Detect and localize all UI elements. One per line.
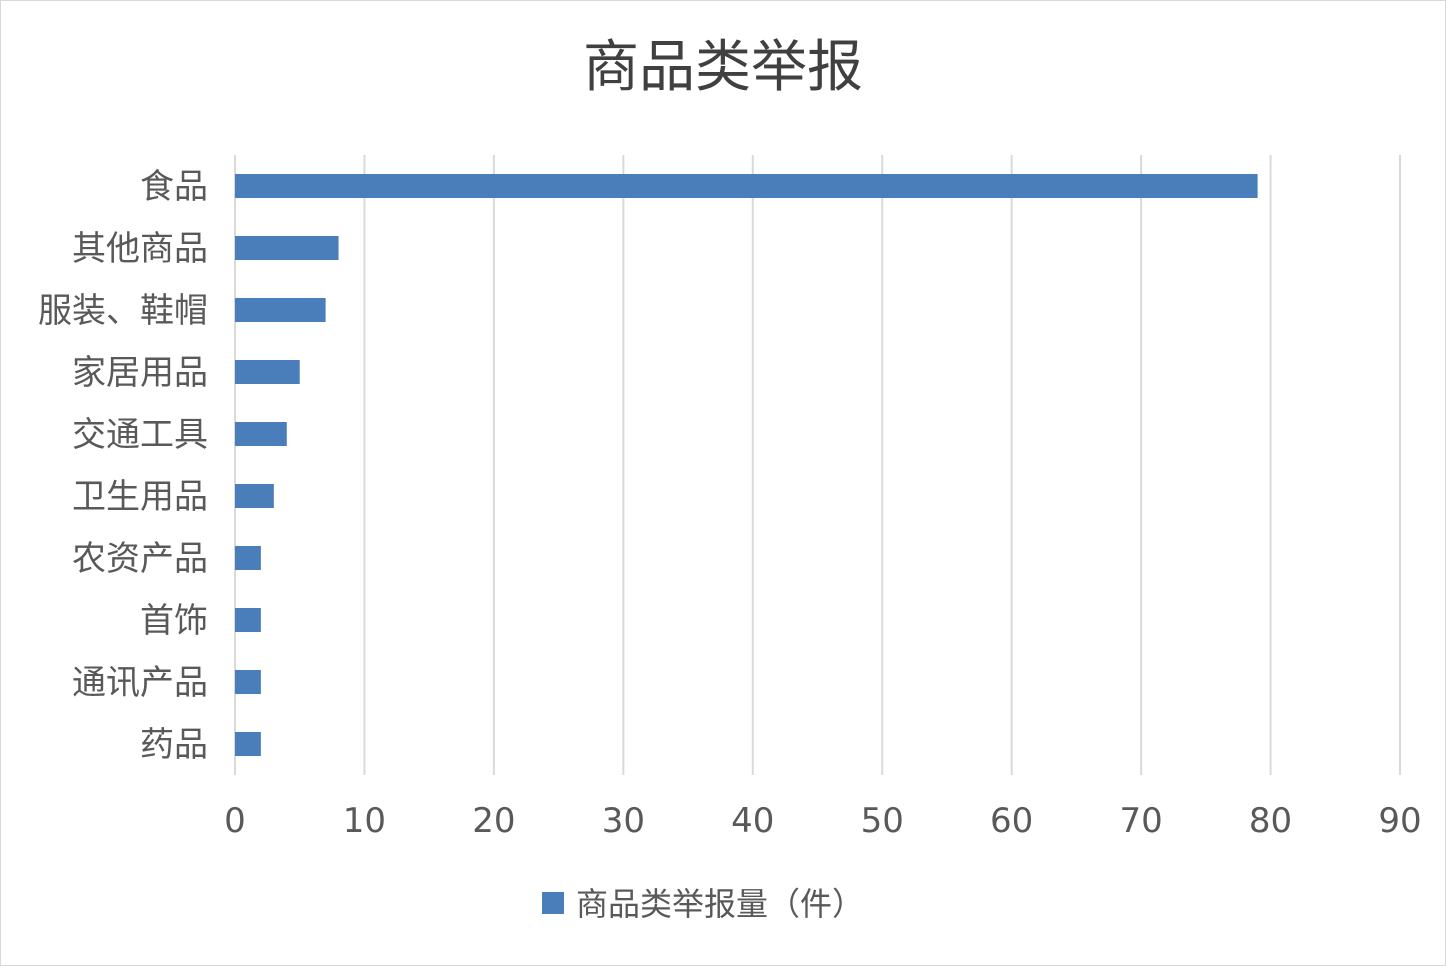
bar: [235, 422, 287, 446]
legend-label: 商品类举报量（件）: [576, 885, 864, 923]
bar: [235, 484, 274, 508]
legend: 商品类举报量（件）: [542, 885, 864, 923]
bar: [235, 298, 326, 322]
bar: [235, 236, 339, 260]
category-label: 卫生用品: [72, 477, 208, 517]
bar: [235, 670, 261, 694]
bar: [235, 732, 261, 756]
x-tick-label: 40: [731, 801, 774, 841]
category-label: 交通工具: [72, 415, 208, 455]
category-label: 首饰: [140, 601, 208, 641]
bar: [235, 608, 261, 632]
category-label: 农资产品: [72, 539, 208, 579]
legend-swatch: [542, 892, 564, 914]
x-tick-label: 90: [1378, 801, 1421, 841]
x-tick-label: 0: [224, 801, 246, 841]
x-tick-label: 50: [861, 801, 904, 841]
x-tick-label: 60: [990, 801, 1033, 841]
chart-title: 商品类举报: [583, 35, 863, 100]
category-label: 药品: [140, 725, 208, 765]
bars: [235, 174, 1258, 756]
category-label: 家居用品: [72, 353, 208, 393]
category-label: 食品: [140, 167, 208, 207]
x-tick-label: 20: [472, 801, 515, 841]
x-tick-label: 70: [1119, 801, 1162, 841]
category-label: 服装、鞋帽: [38, 291, 208, 331]
x-tick-label: 10: [343, 801, 386, 841]
category-label: 通讯产品: [72, 663, 208, 703]
bar: [235, 360, 300, 384]
x-tick-label: 80: [1249, 801, 1292, 841]
category-label: 其他商品: [72, 229, 208, 269]
bar: [235, 546, 261, 570]
x-tick-label: 30: [602, 801, 645, 841]
x-tick-labels: 0 10 20 30 40 50 60 70 80 90: [224, 801, 1421, 841]
gridlines: [234, 155, 1401, 775]
bar: [235, 174, 1258, 198]
